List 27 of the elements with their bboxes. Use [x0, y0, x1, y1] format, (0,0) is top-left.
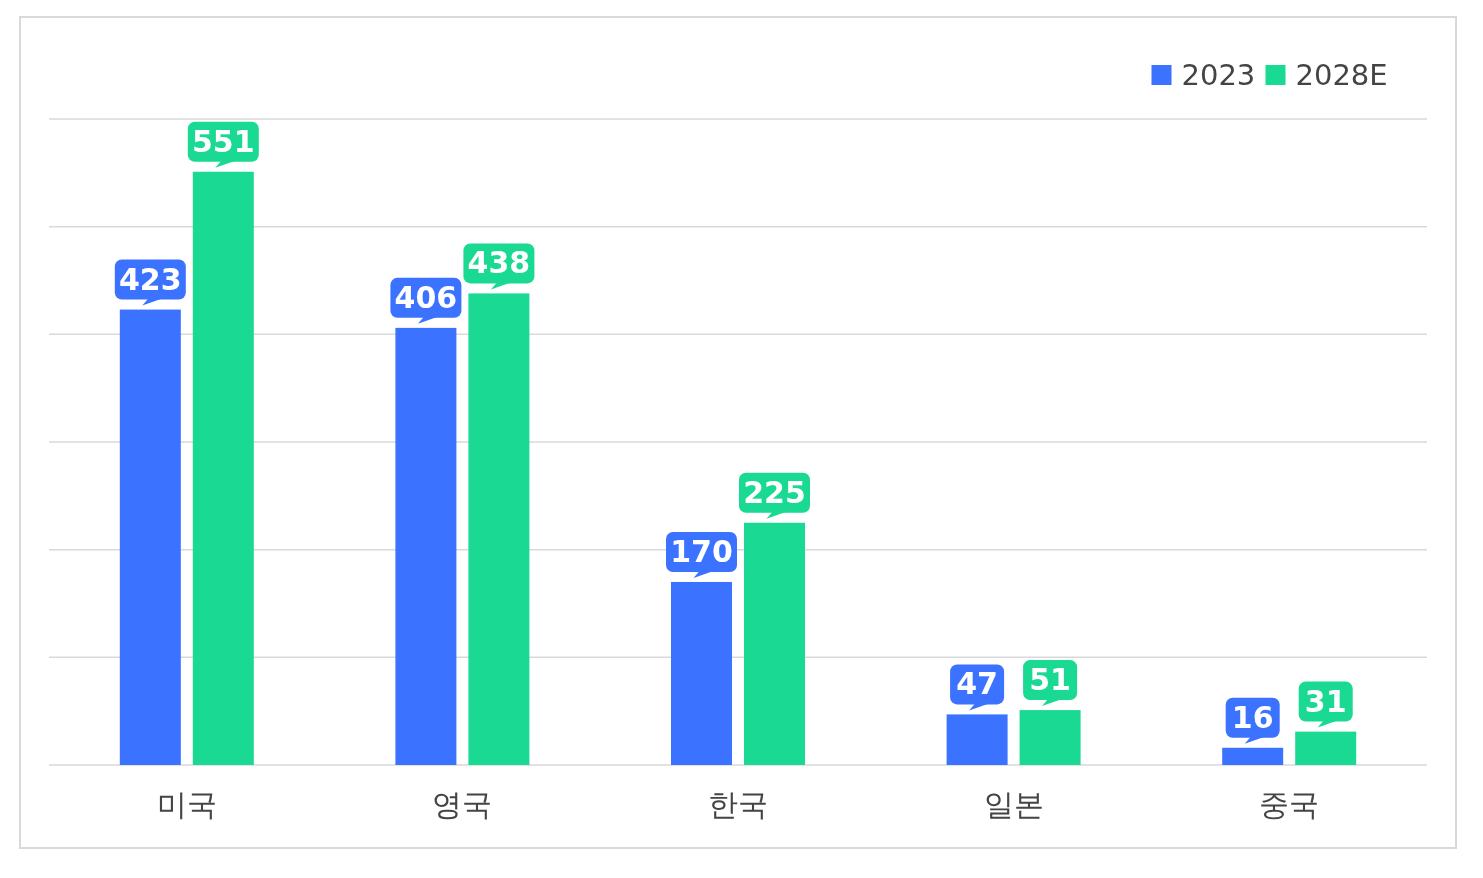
- bar: [1019, 710, 1081, 765]
- data-label: 31: [1304, 683, 1347, 719]
- bar: [671, 581, 732, 765]
- data-label: 47: [956, 666, 998, 702]
- data-label: 438: [467, 245, 531, 281]
- bar: [395, 327, 457, 765]
- x-tick-label: 미국: [156, 787, 217, 822]
- data-label: 170: [670, 533, 733, 569]
- data-label: 551: [191, 123, 255, 159]
- x-tick-label: 일본: [983, 787, 1044, 822]
- bar: [1295, 731, 1357, 765]
- x-tick-label: 영국: [432, 787, 493, 822]
- bar: [744, 522, 805, 765]
- bar: [468, 293, 530, 765]
- x-tick-label: 중국: [1259, 787, 1320, 822]
- data-label: 406: [394, 279, 458, 315]
- data-label: 423: [118, 261, 182, 297]
- bar: [192, 171, 254, 765]
- bar: [1222, 747, 1284, 765]
- bar: [119, 309, 181, 765]
- data-label: 225: [743, 474, 806, 510]
- legend-label: 2023: [1181, 58, 1256, 92]
- data-label: 16: [1231, 699, 1274, 735]
- legend-label: 2028E: [1295, 58, 1388, 92]
- bar: [946, 714, 1008, 765]
- x-tick-label: 한국: [708, 787, 768, 822]
- data-label: 51: [1029, 662, 1071, 698]
